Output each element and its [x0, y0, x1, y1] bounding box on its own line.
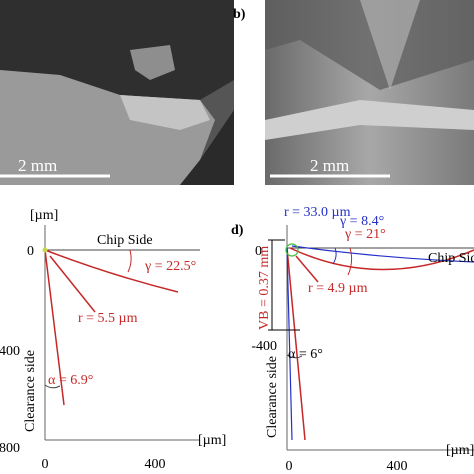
- x-tick-label: 400: [145, 457, 166, 472]
- scale-label: 2 mm: [18, 156, 57, 175]
- y-tick-label: 400: [0, 344, 20, 359]
- y-tick-label: 800: [0, 441, 20, 456]
- annotation: γ = 8.4°: [339, 214, 384, 229]
- micrograph-a: 2 mm: [0, 0, 234, 185]
- annotation: Clearance side: [23, 350, 38, 432]
- annotation: VB = 0.37 mm: [257, 246, 272, 330]
- x-tick-label: 400: [387, 459, 408, 474]
- x-tick-label: 0: [42, 457, 49, 472]
- diagram-d: [268, 225, 474, 451]
- annotation: γ = 21°: [344, 227, 386, 242]
- x-tick-label: 0: [286, 459, 293, 474]
- annotation: r = 5.5 µm: [78, 311, 138, 326]
- annotation: Chip Side: [428, 251, 474, 266]
- y-tick-label: 0: [27, 244, 34, 259]
- axis-unit: [µm]: [198, 433, 226, 448]
- annotation: γ = 22.5°: [144, 259, 196, 274]
- y-tick-label: -400: [251, 339, 277, 354]
- annotation: r = 4.9 µm: [308, 281, 368, 296]
- panel-label: b): [233, 7, 246, 22]
- axis-unit: [µm]: [30, 208, 58, 223]
- panel-label: d): [231, 223, 244, 238]
- annotation: Clearance side: [265, 356, 280, 438]
- micrograph-b: 2 mm: [265, 0, 474, 185]
- axis-unit: [µm]: [446, 443, 474, 458]
- diagram-c: [42, 225, 200, 441]
- annotation: α = 6.9°: [48, 373, 93, 388]
- annotation: r = 33.0 µm: [284, 205, 351, 220]
- scale-label: 2 mm: [310, 156, 349, 175]
- annotation: Chip Side: [97, 233, 153, 248]
- y-tick-label: 0: [255, 244, 262, 259]
- annotation: α = 6°: [288, 347, 323, 362]
